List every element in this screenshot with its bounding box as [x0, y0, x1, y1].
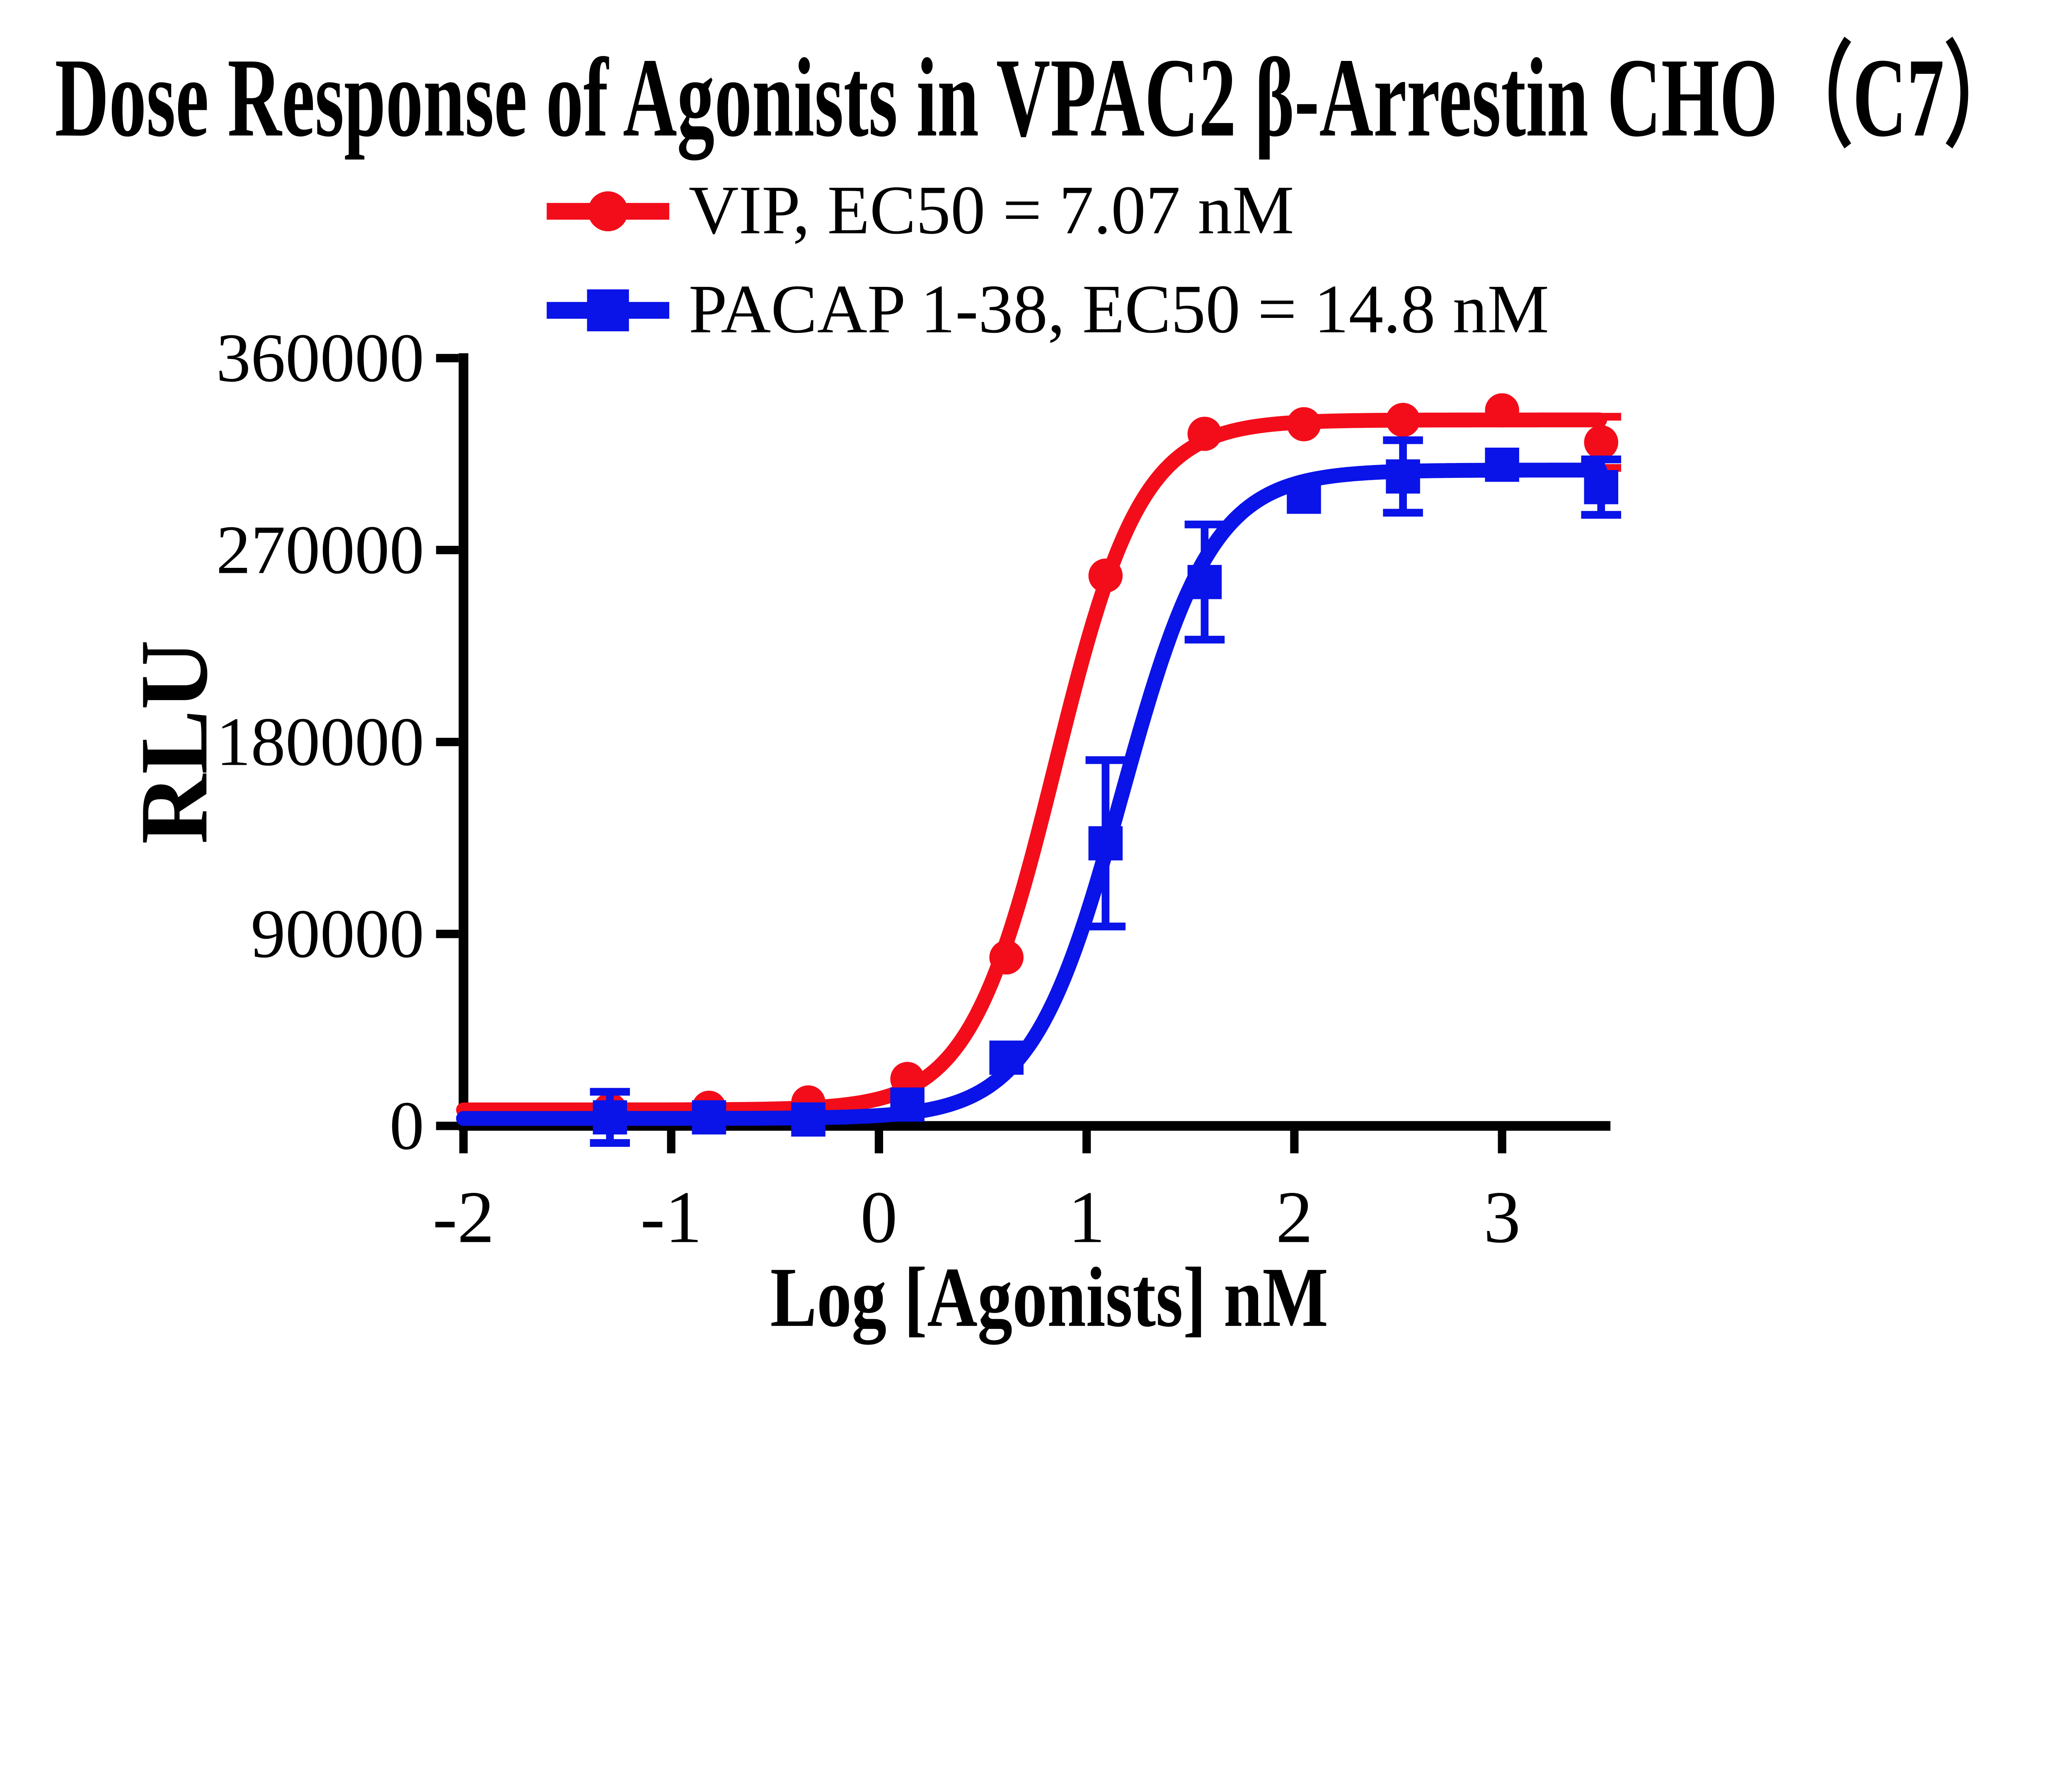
legend-marker-square-icon — [587, 289, 629, 332]
data-point-square — [1485, 447, 1519, 482]
chart-title: Dose Response of Agonists in VPAC2 β-Arr… — [55, 35, 2019, 162]
data-point-circle — [1187, 417, 1222, 451]
x-tick-label: 0 — [860, 1176, 898, 1258]
dose-response-chart: Dose Response of Agonists in VPAC2 β-Arr… — [55, 34, 2019, 1345]
legend-label-pacap: PACAP 1-38, EC50 = 14.8 nM — [689, 271, 1549, 348]
data-point-square — [1584, 470, 1619, 504]
data-point-circle — [989, 940, 1024, 975]
y-tick-label: 90000 — [251, 896, 424, 972]
x-tick-label: 1 — [1068, 1176, 1105, 1258]
data-point-square — [1187, 565, 1222, 599]
y-tick-label: 180000 — [216, 704, 424, 780]
x-tick-label: 3 — [1484, 1176, 1521, 1258]
legend-item-pacap: PACAP 1-38, EC50 = 14.8 nM — [547, 271, 1549, 348]
data-point-square — [1088, 826, 1123, 860]
series-pacap — [456, 436, 1622, 1147]
legend: VIP, EC50 = 7.07 nM PACAP 1-38, EC50 = 1… — [547, 172, 1549, 348]
data-point-square — [1287, 480, 1321, 514]
x-axis-title: Log [Agonists] nM — [770, 1250, 1329, 1345]
y-tick-label: 0 — [390, 1088, 424, 1164]
dose-response-figure: Dose Response of Agonists in VPAC2 β-Arr… — [55, 34, 2019, 1345]
x-tick-label: 2 — [1276, 1176, 1313, 1258]
data-point-square — [989, 1040, 1024, 1075]
data-point-square — [791, 1102, 825, 1137]
series-vip — [456, 393, 1622, 1127]
legend-label-vip: VIP, EC50 = 7.07 nM — [689, 172, 1294, 249]
data-point-circle — [1287, 407, 1321, 441]
legend-marker-circle-icon — [588, 191, 628, 232]
x-tick-label: -2 — [433, 1176, 494, 1258]
y-axis-title: RLU — [120, 640, 228, 844]
data-point-square — [1386, 459, 1420, 494]
x-tick-label: -1 — [640, 1176, 702, 1258]
data-point-square — [593, 1100, 627, 1135]
axes: -2 -1 0 1 2 3 0 90000 180000 270000 360000 — [216, 320, 1611, 1258]
data-point-circle — [1088, 558, 1123, 593]
y-tick-label: 360000 — [216, 320, 424, 396]
data-point-square — [692, 1100, 726, 1135]
data-point-circle — [1386, 402, 1420, 437]
data-point-circle — [1584, 425, 1619, 460]
data-point-circle — [1485, 393, 1519, 428]
fit-curve — [456, 463, 1607, 1126]
data-point-square — [890, 1087, 925, 1122]
plot-area — [456, 393, 1622, 1147]
y-tick-label: 270000 — [216, 512, 424, 589]
fit-curve — [456, 412, 1607, 1117]
legend-item-vip: VIP, EC50 = 7.07 nM — [547, 172, 1294, 249]
